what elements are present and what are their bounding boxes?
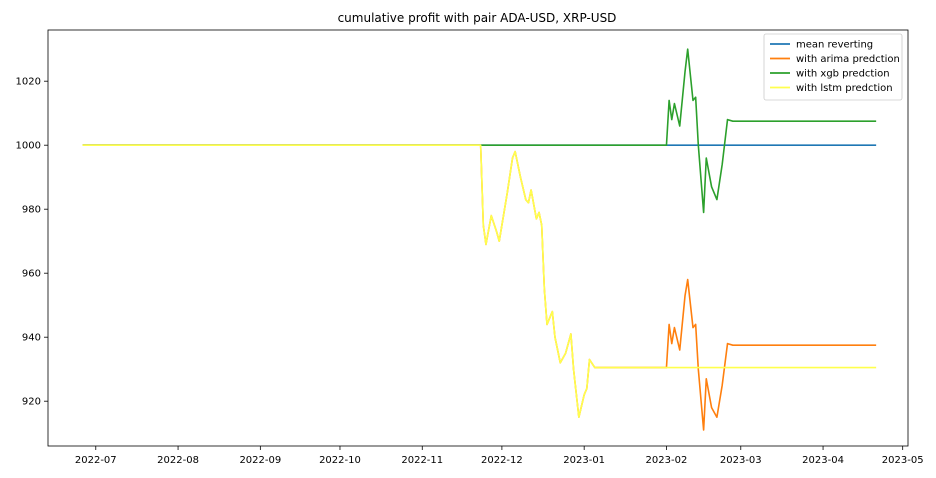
x-tick-label: 2022-12: [481, 455, 523, 466]
legend-label: with arima predction: [796, 54, 900, 65]
series-line-with-lstm-predction: [82, 144, 877, 418]
x-tick-label: 2023-01: [563, 455, 605, 466]
chart-title: cumulative profit with pair ADA-USD, XRP…: [338, 11, 617, 25]
legend-label: with lstm predction: [796, 83, 893, 94]
y-tick-label: 960: [22, 269, 41, 280]
x-tick-label: 2022-11: [401, 455, 443, 466]
legend: mean reverting with arima predction with x…: [763, 33, 903, 101]
y-axis: 920 940 960 980 1000 1020: [16, 77, 48, 408]
x-tick-label: 2023-02: [646, 455, 688, 466]
x-tick-label: 2022-09: [239, 455, 281, 466]
y-tick-label: 1000: [16, 141, 41, 152]
legend-label: with xgb predction: [796, 69, 890, 80]
x-tick-label: 2022-07: [75, 455, 117, 466]
series-layer: [82, 48, 877, 431]
x-axis: 2022-07 2022-08 2022-09 2022-10 2022-11 2022-…: [75, 446, 924, 466]
x-tick-label: 2023-05: [882, 455, 924, 466]
y-tick-label: 920: [22, 397, 41, 408]
series-line-with-xgb-predction: [82, 48, 877, 214]
legend-box: [763, 33, 903, 101]
x-tick-label: 2022-10: [319, 455, 361, 466]
x-tick-label: 2022-08: [157, 455, 199, 466]
x-tick-label: 2023-04: [802, 455, 844, 466]
y-tick-label: 1020: [16, 77, 41, 88]
legend-label: mean reverting: [796, 40, 873, 51]
x-tick-label: 2023-03: [720, 455, 762, 466]
y-tick-label: 940: [22, 333, 41, 344]
y-tick-label: 980: [22, 205, 41, 216]
series-line-with-arima-predction: [82, 144, 877, 431]
axes-frame: [47, 29, 909, 447]
